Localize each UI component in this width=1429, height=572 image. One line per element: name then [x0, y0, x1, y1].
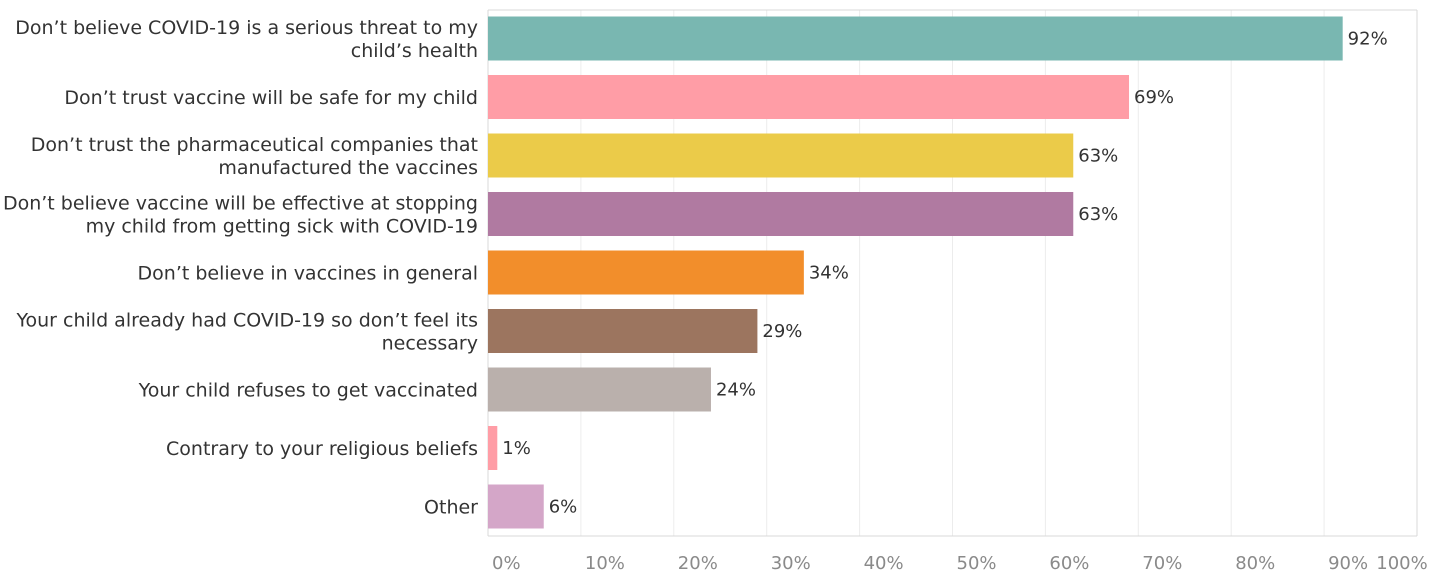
category-label: manufactured the vaccines	[218, 157, 478, 179]
value-labels: 92% 69% 63% 63% 34% 29% 24% 1% 6%	[502, 29, 1387, 518]
value-label: 6%	[549, 497, 578, 518]
bar	[488, 192, 1074, 236]
x-tick-label: 0%	[492, 553, 521, 572]
x-tick-label: 40%	[864, 553, 904, 572]
bar	[488, 484, 544, 529]
value-label: 24%	[716, 380, 756, 401]
bar	[488, 16, 1343, 61]
x-axis-ticks: 0% 10% 20% 30% 40% 50% 60% 70% 80% 90% 100%	[492, 553, 1428, 572]
category-label: Other	[424, 497, 478, 519]
category-label: child’s health	[351, 40, 478, 62]
x-tick-label: 30%	[771, 553, 811, 572]
x-tick-label: 90%	[1328, 553, 1368, 572]
category-label: Don’t trust the pharmaceutical companies…	[31, 134, 478, 156]
category-label: Contrary to your religious beliefs	[166, 438, 478, 460]
value-label: 34%	[809, 263, 849, 284]
category-labels: Don’t believe COVID-19 is a serious thre…	[3, 17, 478, 519]
x-tick-label: 60%	[1049, 553, 1089, 572]
bar	[488, 426, 498, 470]
bar	[488, 75, 1130, 119]
value-label: 29%	[762, 321, 802, 342]
x-tick-label: 80%	[1235, 553, 1275, 572]
value-label: 1%	[502, 438, 531, 459]
category-label: Don’t trust vaccine will be safe for my …	[64, 87, 478, 109]
category-label: necessary	[382, 333, 478, 355]
category-label: Your child already had COVID-19 so don’t…	[15, 310, 478, 332]
category-label: my child from getting sick with COVID-19	[86, 216, 478, 238]
category-label: Don’t believe in vaccines in general	[138, 263, 478, 285]
bar	[488, 133, 1074, 178]
x-tick-label: 100%	[1376, 553, 1427, 572]
x-tick-label: 50%	[957, 553, 997, 572]
bar	[488, 309, 758, 353]
value-label: 63%	[1078, 146, 1118, 167]
value-label: 92%	[1348, 29, 1388, 50]
x-tick-label: 20%	[678, 553, 718, 572]
x-tick-label: 10%	[585, 553, 625, 572]
value-label: 63%	[1078, 204, 1118, 225]
value-label: 69%	[1134, 87, 1174, 108]
category-label: Don’t believe vaccine will be effective …	[3, 193, 478, 215]
bar	[488, 367, 711, 412]
x-tick-label: 70%	[1142, 553, 1182, 572]
category-label: Don’t believe COVID-19 is a serious thre…	[15, 17, 478, 39]
bars	[488, 16, 1343, 529]
category-label: Your child refuses to get vaccinated	[138, 380, 478, 402]
bar	[488, 250, 804, 295]
